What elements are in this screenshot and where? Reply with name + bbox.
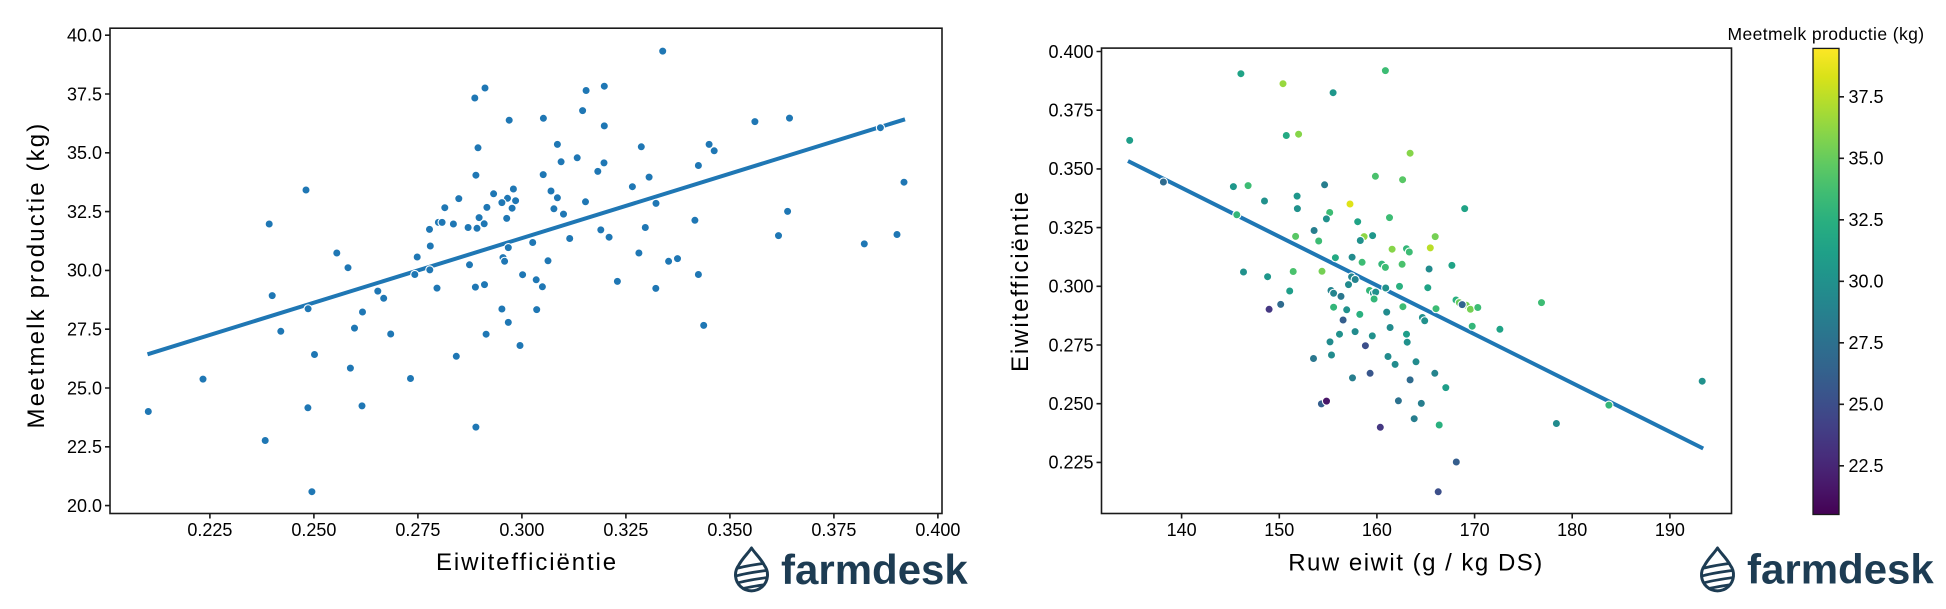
- svg-text:0.375: 0.375: [811, 520, 856, 540]
- svg-text:0.300: 0.300: [1048, 277, 1093, 297]
- svg-text:Eiwitefficiëntie: Eiwitefficiëntie: [436, 549, 618, 576]
- svg-text:0.300: 0.300: [499, 520, 544, 540]
- svg-text:30.0: 30.0: [67, 261, 102, 281]
- svg-text:150: 150: [1264, 520, 1294, 540]
- svg-text:0.350: 0.350: [707, 520, 752, 540]
- svg-text:190: 190: [1655, 520, 1685, 540]
- svg-text:farmdesk: farmdesk: [1747, 546, 1934, 593]
- svg-text:25.0: 25.0: [67, 378, 102, 398]
- svg-text:0.225: 0.225: [187, 520, 232, 540]
- svg-text:farmdesk: farmdesk: [781, 546, 968, 593]
- svg-text:35.0: 35.0: [67, 143, 102, 163]
- svg-text:0.225: 0.225: [1048, 453, 1093, 473]
- svg-text:0.325: 0.325: [603, 520, 648, 540]
- svg-text:40.0: 40.0: [67, 26, 102, 46]
- svg-text:27.5: 27.5: [67, 320, 102, 340]
- svg-text:25.0: 25.0: [1849, 395, 1884, 415]
- svg-text:22.5: 22.5: [67, 437, 102, 457]
- svg-text:0.250: 0.250: [291, 520, 336, 540]
- svg-text:37.5: 37.5: [1849, 87, 1884, 107]
- svg-text:180: 180: [1557, 520, 1587, 540]
- svg-text:Meetmelk productie (kg): Meetmelk productie (kg): [1728, 24, 1925, 44]
- svg-text:32.5: 32.5: [67, 202, 102, 222]
- svg-text:160: 160: [1362, 520, 1392, 540]
- svg-text:0.250: 0.250: [1048, 394, 1093, 414]
- svg-text:0.400: 0.400: [1048, 42, 1093, 62]
- svg-text:20.0: 20.0: [67, 496, 102, 516]
- svg-text:30.0: 30.0: [1849, 272, 1884, 292]
- svg-text:0.350: 0.350: [1048, 159, 1093, 179]
- svg-text:22.5: 22.5: [1849, 456, 1884, 476]
- svg-text:Meetmelk productie (kg): Meetmelk productie (kg): [23, 122, 50, 429]
- svg-text:Ruw eiwit (g / kg DS): Ruw eiwit (g / kg DS): [1288, 550, 1544, 577]
- svg-text:37.5: 37.5: [67, 84, 102, 104]
- svg-text:0.400: 0.400: [915, 520, 960, 540]
- svg-text:0.275: 0.275: [395, 520, 440, 540]
- svg-text:0.275: 0.275: [1048, 335, 1093, 355]
- svg-text:140: 140: [1167, 520, 1197, 540]
- svg-text:32.5: 32.5: [1849, 210, 1884, 230]
- svg-text:0.325: 0.325: [1048, 218, 1093, 238]
- svg-text:Eiwitefficiëntie: Eiwitefficiëntie: [1007, 190, 1034, 372]
- svg-text:27.5: 27.5: [1849, 333, 1884, 353]
- svg-text:0.375: 0.375: [1048, 101, 1093, 121]
- svg-text:170: 170: [1460, 520, 1490, 540]
- svg-text:35.0: 35.0: [1849, 149, 1884, 169]
